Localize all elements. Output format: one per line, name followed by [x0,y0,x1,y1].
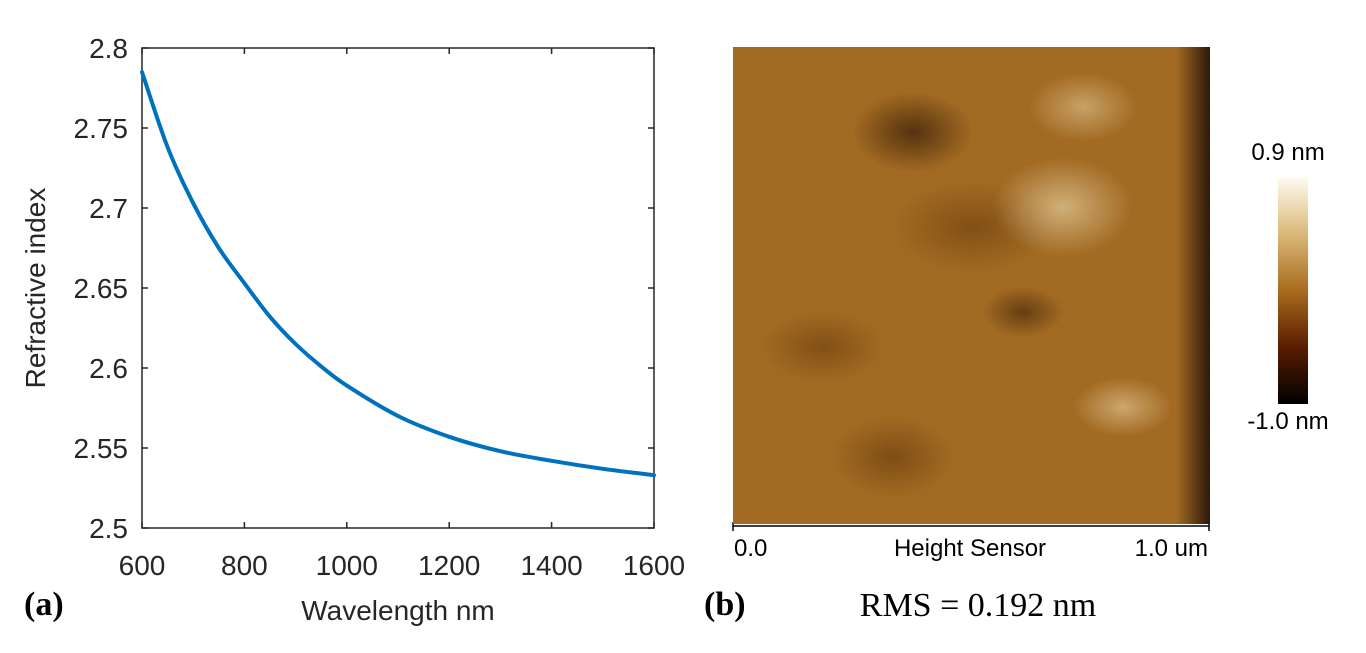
panel-a-label: (a) [24,586,64,623]
y-tick-label: 2.5 [89,513,128,544]
y-tick-label: 2.75 [74,113,129,144]
y-tick-label: 2.6 [89,353,128,384]
colorbar-min-label: -1.0 nm [1247,408,1328,435]
x-tick-label: 1200 [418,550,480,581]
y-tick-label: 2.8 [89,33,128,64]
x-axis-ticks: 600 800 1000 1200 1400 1600 [119,48,685,581]
x-tick-label: 1400 [520,550,582,581]
afm-x-title: Height Sensor [894,535,1046,562]
rms-value: RMS = 0.192 nm [860,587,1096,624]
x-tick-label: 1600 [623,550,685,581]
y-tick-label: 2.55 [74,433,129,464]
x-tick-label: 1000 [316,550,378,581]
series-line-refractive-index [140,70,656,478]
afm-x-start-label: 0.0 [734,535,767,562]
x-tick-label: 800 [221,550,268,581]
afm-x-end-label: 1.0 um [1135,535,1208,562]
refractive-index-chart: 600 800 1000 1200 1400 1600 2.5 2.55 2.6 2.65 2.7… [20,33,685,626]
x-axis-label: Wavelength nm [301,595,495,626]
y-tick-label: 2.7 [89,193,128,224]
y-axis-ticks: 2.5 2.55 2.6 2.65 2.7 2.75 2.8 [74,33,654,544]
y-tick-label: 2.65 [74,273,129,304]
afm-panel: 0.0 Height Sensor 1.0 um 0.9 nm -1.0 nm … [704,139,1329,624]
panel-b-label: (b) [704,586,746,623]
height-colorbar [1278,178,1308,404]
plot-frame [141,47,655,529]
y-axis-label: Refractive index [20,188,51,389]
afm-height-image [733,47,1210,524]
x-tick-label: 600 [119,550,166,581]
colorbar-max-label: 0.9 nm [1251,139,1324,166]
